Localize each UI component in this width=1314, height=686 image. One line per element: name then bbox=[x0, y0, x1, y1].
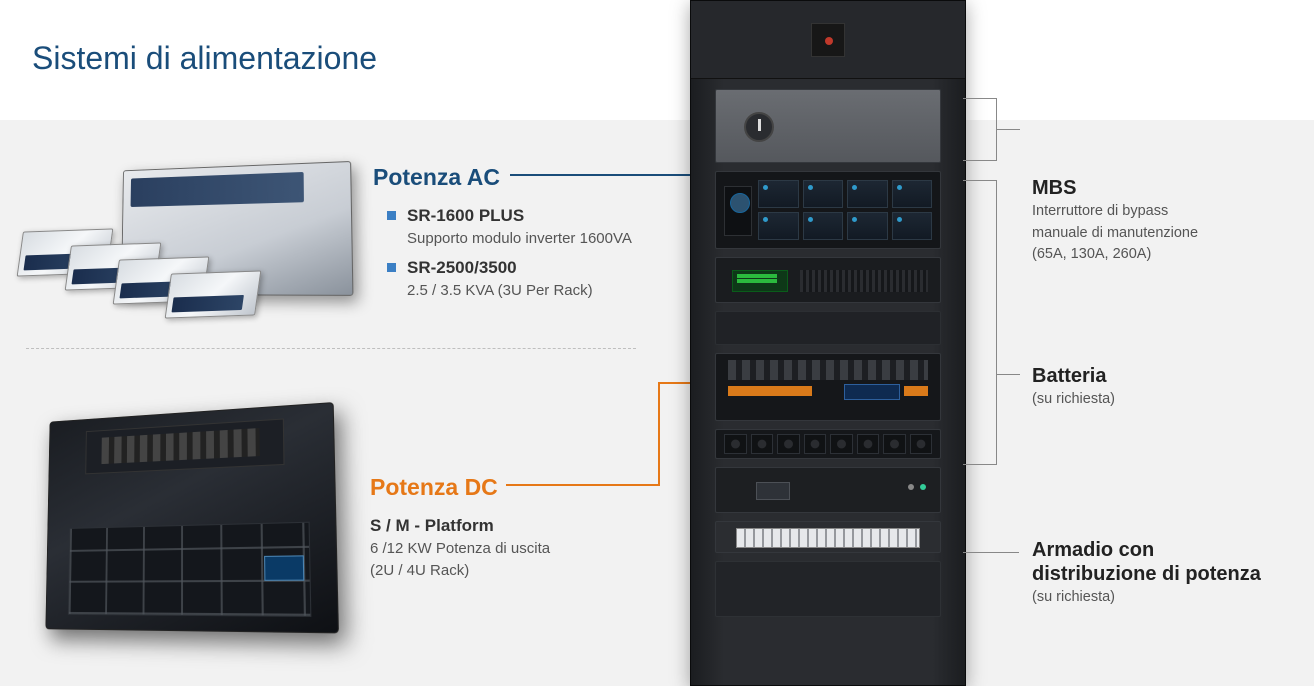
dc-item-title: S / M - Platform bbox=[370, 515, 670, 537]
bullet-icon bbox=[387, 263, 396, 272]
rack-unit-breakers bbox=[715, 521, 941, 553]
annotation-line bbox=[996, 180, 997, 464]
annotation-line bbox=[963, 464, 973, 465]
dc-connector-line bbox=[658, 382, 660, 486]
mbs-sub1: Interruttore di bypass bbox=[1032, 202, 1198, 222]
annotation-line bbox=[963, 98, 973, 99]
annotation-cabinet: Armadio con distribuzione di potenza (su… bbox=[1032, 538, 1261, 608]
ac-item-2: SR-2500/3500 2.5 / 3.5 KVA (3U Per Rack) bbox=[373, 257, 693, 301]
mbs-sub3: (65A, 130A, 260A) bbox=[1032, 245, 1198, 265]
section-divider bbox=[26, 348, 636, 349]
battery-title: Batteria bbox=[1032, 364, 1115, 388]
rack-unit-display bbox=[715, 257, 941, 303]
ac-item-1: SR-1600 PLUS Supporto modulo inverter 16… bbox=[373, 205, 693, 249]
battery-sub: (su richiesta) bbox=[1032, 390, 1115, 410]
dc-item-sub2: (2U / 4U Rack) bbox=[370, 561, 670, 581]
rack-unit-fans bbox=[715, 429, 941, 459]
ac-item-1-title: SR-1600 PLUS bbox=[407, 205, 693, 227]
annotation-line bbox=[996, 129, 1020, 130]
ac-connector-line bbox=[510, 174, 700, 176]
ac-text-block: Potenza AC SR-1600 PLUS Supporto modulo … bbox=[373, 164, 693, 308]
annotation-line bbox=[973, 180, 997, 181]
annotation-line bbox=[963, 180, 973, 181]
ac-item-2-title: SR-2500/3500 bbox=[407, 257, 693, 279]
ac-item-2-sub: 2.5 / 3.5 KVA (3U Per Rack) bbox=[407, 281, 693, 301]
rack-unit-ac-modules bbox=[715, 171, 941, 249]
bullet-icon bbox=[387, 211, 396, 220]
dc-product-image bbox=[35, 410, 333, 630]
rack-unit-dc-dist bbox=[715, 353, 941, 421]
annotation-line bbox=[973, 464, 997, 465]
rack-indicator-icon bbox=[811, 23, 845, 57]
ac-item-1-sub: Supporto modulo inverter 1600VA bbox=[407, 229, 693, 249]
cabinet-sub: (su richiesta) bbox=[1032, 588, 1261, 608]
dc-item-sub1: 6 /12 KW Potenza di uscita bbox=[370, 539, 670, 559]
ac-product-image bbox=[20, 150, 340, 330]
annotation-line bbox=[963, 160, 973, 161]
annotation-line bbox=[963, 552, 1019, 553]
rack-cabinet bbox=[690, 0, 966, 686]
rack-unit-battery bbox=[715, 467, 941, 513]
dc-text-block: Potenza DC S / M - Platform 6 /12 KW Pot… bbox=[370, 474, 670, 580]
mbs-sub2: manuale di manutenzione bbox=[1032, 224, 1198, 244]
rack-blank-panel bbox=[715, 311, 941, 345]
page-title: Sistemi di alimentazione bbox=[32, 40, 1314, 77]
annotation-line bbox=[973, 160, 997, 161]
annotation-line bbox=[996, 374, 1020, 375]
annotation-mbs: MBS Interruttore di bypass manuale di ma… bbox=[1032, 176, 1198, 265]
rotary-switch-icon bbox=[744, 112, 774, 142]
cabinet-title-l1: Armadio con bbox=[1032, 538, 1261, 562]
rack-unit-mbs bbox=[715, 89, 941, 163]
cabinet-title-l2: distribuzione di potenza bbox=[1032, 562, 1261, 586]
dc-heading: Potenza DC bbox=[370, 474, 670, 501]
header-section: Sistemi di alimentazione bbox=[0, 0, 1314, 120]
mbs-title: MBS bbox=[1032, 176, 1198, 200]
ac-heading: Potenza AC bbox=[373, 164, 693, 191]
annotation-line bbox=[973, 98, 997, 99]
dc-connector-line bbox=[506, 484, 660, 486]
annotation-battery: Batteria (su richiesta) bbox=[1032, 364, 1115, 410]
rack-blank-panel bbox=[715, 561, 941, 617]
rack-top-panel bbox=[691, 1, 965, 79]
body-section: Potenza AC SR-1600 PLUS Supporto modulo … bbox=[0, 120, 1314, 686]
